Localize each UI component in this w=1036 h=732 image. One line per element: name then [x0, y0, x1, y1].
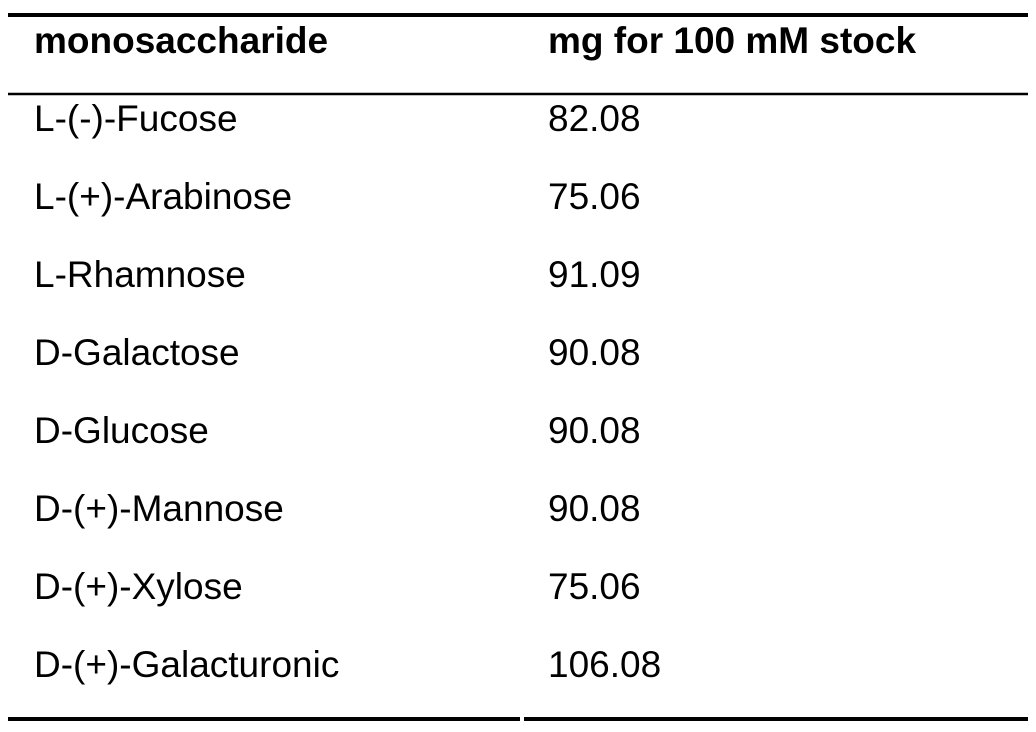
header-cell: mg for 100 mM stock: [548, 20, 916, 61]
table-cell: L-(-)-Fucose: [34, 98, 238, 139]
table-cell: 82.08: [548, 98, 641, 139]
table-cell: 106.08: [548, 644, 661, 685]
table-cell: 91.09: [548, 254, 641, 295]
table-cell: 90.08: [548, 488, 641, 529]
table-cell: L-Rhamnose: [34, 254, 246, 295]
table-cell: D-(+)-Xylose: [34, 566, 243, 607]
table-cell: 90.08: [548, 410, 641, 451]
table-cell: D-(+)-Galacturonic: [34, 644, 339, 685]
table-cell: 75.06: [548, 566, 641, 607]
header-cell: monosaccharide: [34, 20, 328, 61]
table-cell: 75.06: [548, 176, 641, 217]
table-cell: D-(+)-Mannose: [34, 488, 284, 529]
table-cell: L-(+)-Arabinose: [34, 176, 292, 217]
table-cell: D-Glucose: [34, 410, 209, 451]
table-cell: D-Galactose: [34, 332, 240, 373]
table-cell: 90.08: [548, 332, 641, 373]
